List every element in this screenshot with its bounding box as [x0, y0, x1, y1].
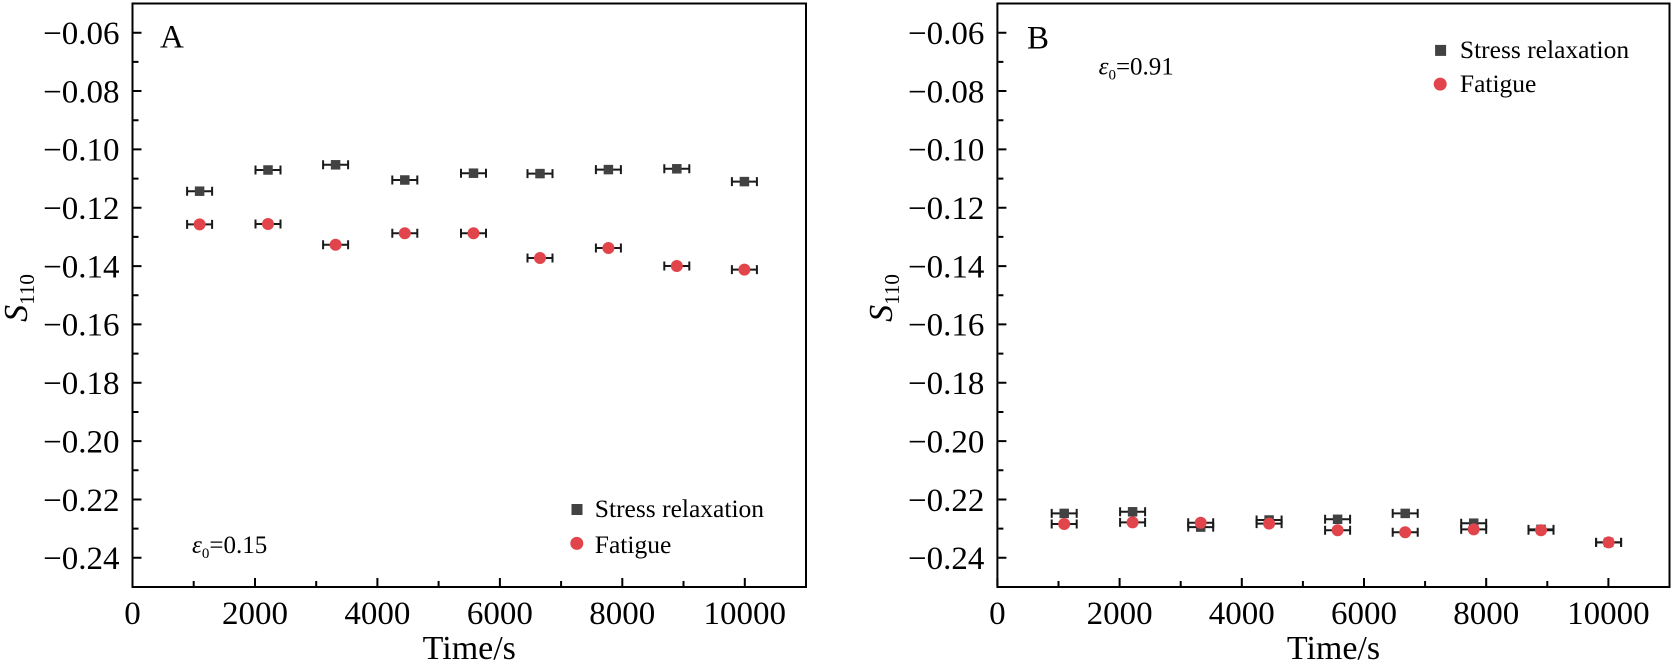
svg-text:−0.18: −0.18 [908, 366, 984, 402]
svg-text:−0.12: −0.12 [908, 191, 984, 227]
svg-text:−0.14: −0.14 [43, 249, 119, 285]
svg-text:−0.06: −0.06 [43, 16, 119, 52]
svg-text:6000: 6000 [467, 596, 533, 632]
svg-text:A: A [160, 20, 184, 56]
svg-text:−0.22: −0.22 [908, 483, 984, 519]
svg-text:Fatigue: Fatigue [595, 530, 672, 559]
svg-text:ε0=0.91: ε0=0.91 [1099, 54, 1174, 84]
svg-text:−0.10: −0.10 [908, 133, 984, 169]
svg-text:−0.08: −0.08 [43, 74, 119, 110]
svg-text:0: 0 [124, 596, 141, 632]
svg-text:8000: 8000 [1453, 596, 1519, 632]
svg-text:−0.18: −0.18 [43, 366, 119, 402]
svg-text:Time/s: Time/s [1287, 630, 1380, 664]
svg-text:8000: 8000 [589, 596, 655, 632]
svg-text:ε0=0.15: ε0=0.15 [192, 532, 267, 562]
svg-text:−0.08: −0.08 [908, 74, 984, 110]
svg-text:−0.16: −0.16 [908, 308, 984, 344]
svg-text:2000: 2000 [222, 596, 288, 632]
svg-text:−0.06: −0.06 [908, 16, 984, 52]
svg-text:6000: 6000 [1331, 596, 1397, 632]
svg-text:Stress relaxation: Stress relaxation [595, 494, 764, 523]
svg-text:−0.10: −0.10 [43, 133, 119, 169]
svg-text:10000: 10000 [704, 596, 787, 632]
svg-text:−0.24: −0.24 [908, 541, 984, 577]
svg-text:10000: 10000 [1567, 596, 1650, 632]
svg-text:−0.22: −0.22 [43, 483, 119, 519]
svg-text:4000: 4000 [344, 596, 410, 632]
svg-text:Stress relaxation: Stress relaxation [1460, 35, 1629, 64]
svg-text:−0.14: −0.14 [908, 249, 984, 285]
svg-text:Time/s: Time/s [423, 630, 516, 664]
svg-text:−0.24: −0.24 [43, 541, 119, 577]
svg-text:2000: 2000 [1087, 596, 1153, 632]
svg-text:−0.20: −0.20 [43, 424, 119, 460]
svg-text:−0.16: −0.16 [43, 308, 119, 344]
svg-text:4000: 4000 [1209, 596, 1275, 632]
svg-text:Fatigue: Fatigue [1460, 69, 1537, 98]
svg-text:−0.12: −0.12 [43, 191, 119, 227]
svg-text:−0.20: −0.20 [908, 424, 984, 460]
svg-text:0: 0 [989, 596, 1006, 632]
svg-text:B: B [1027, 21, 1049, 57]
